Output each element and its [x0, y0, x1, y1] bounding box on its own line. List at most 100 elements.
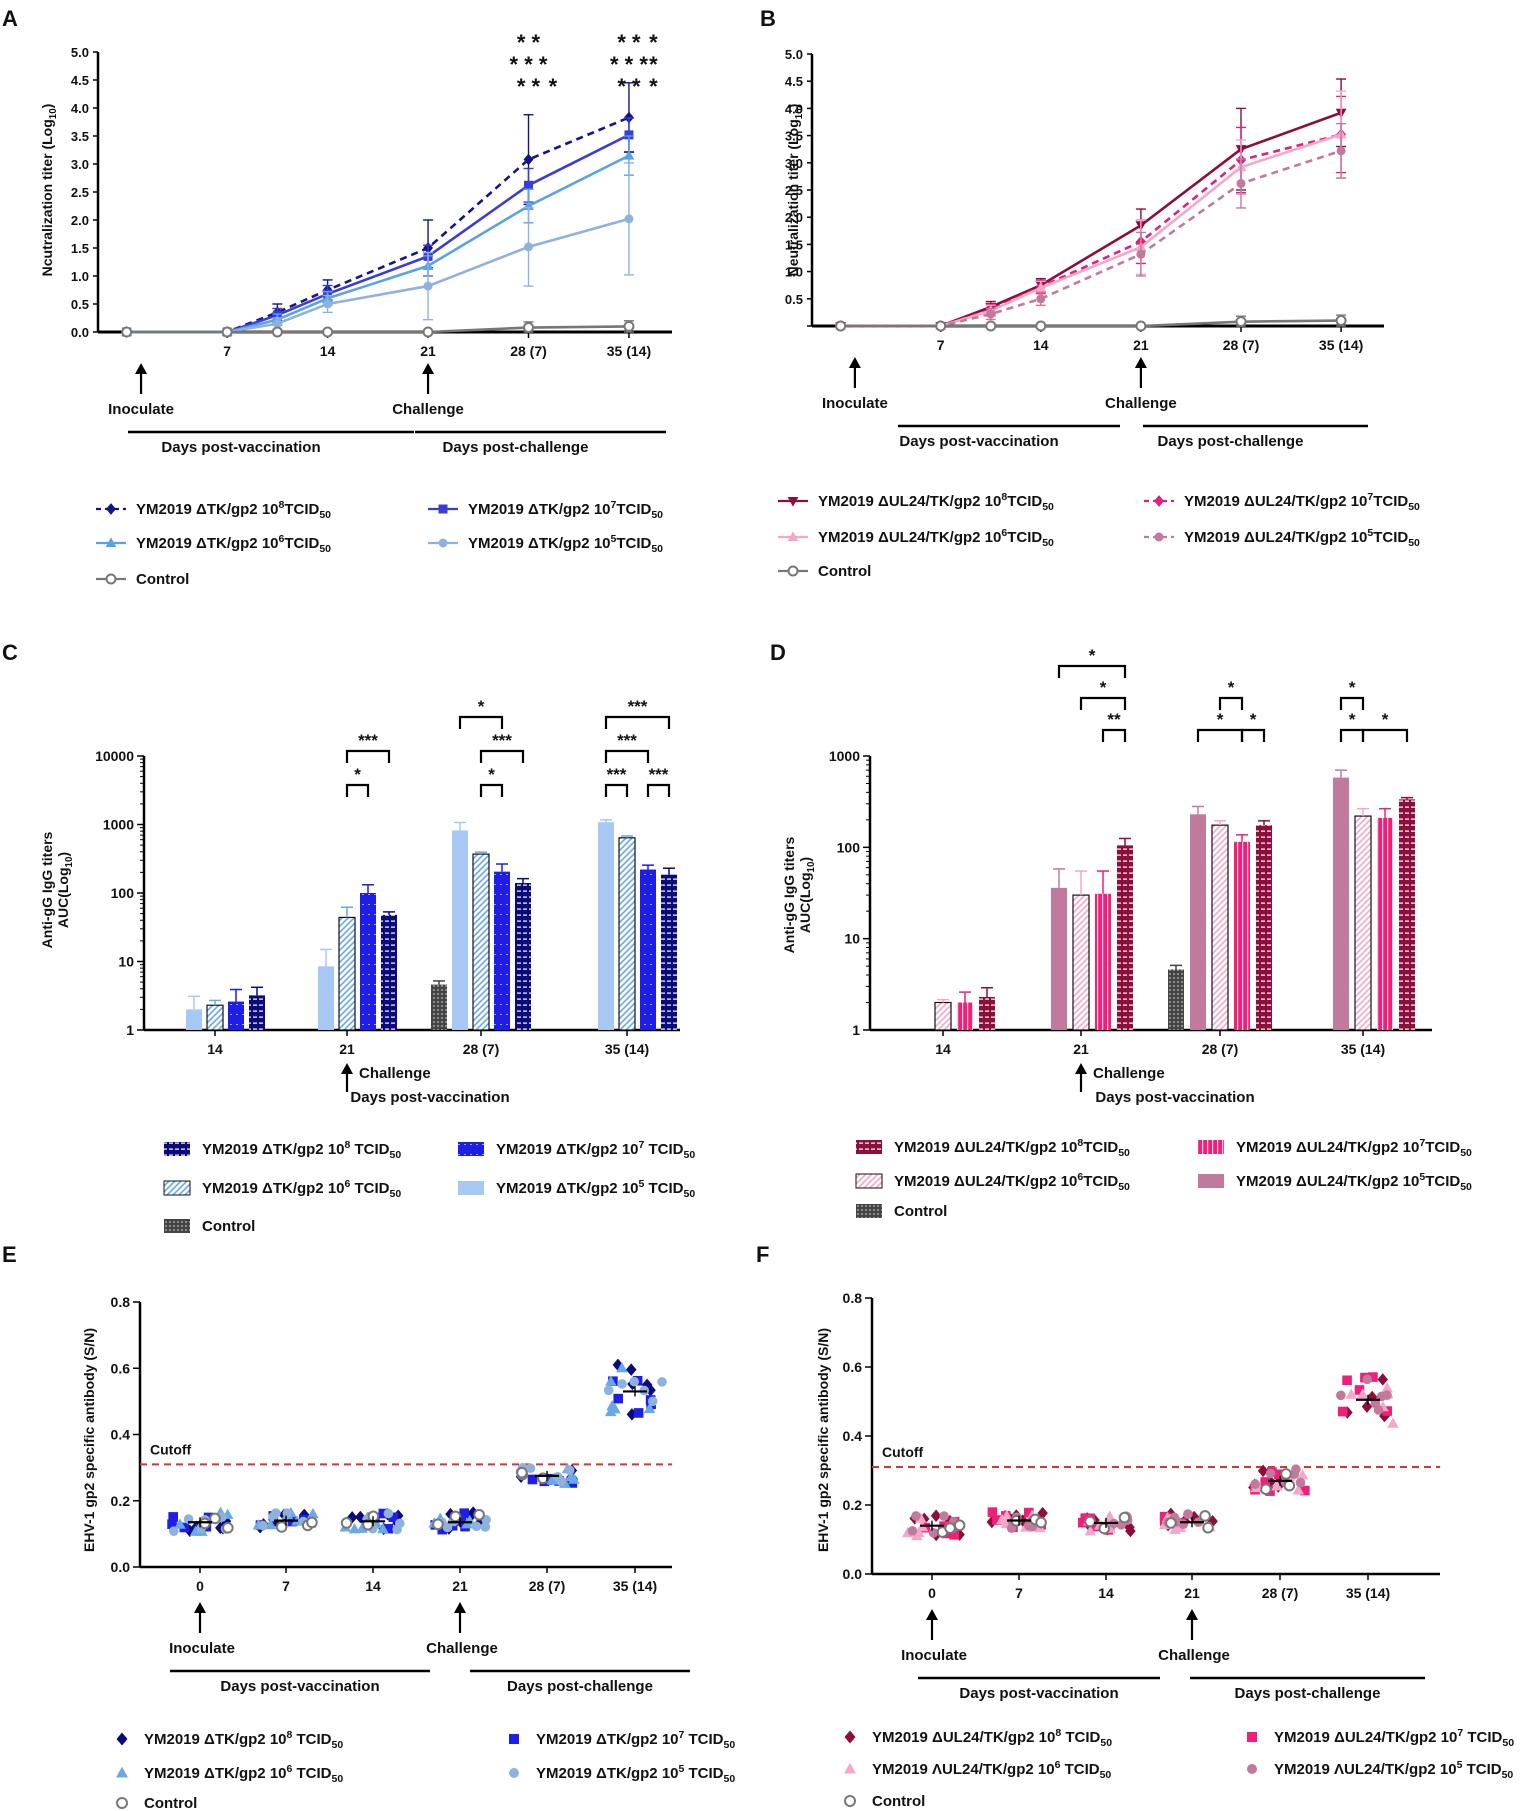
legend-marker: [844, 1795, 856, 1807]
x-tick-label: 21: [1184, 1585, 1200, 1601]
bar: [360, 893, 376, 1030]
x-tick-label: 28 (7): [510, 343, 547, 359]
label-part: TCID: [350, 1180, 389, 1197]
legend-item: YM2019 ΔTK/gp2 107TCID50: [428, 499, 663, 521]
panel-letter: D: [770, 640, 786, 665]
period-label: Days post-challenge: [1158, 433, 1304, 450]
y-tick-label: 2.5: [785, 183, 803, 198]
label-part: YM2019 ΔUL24/TK/gp2 10: [894, 1173, 1077, 1190]
legend-item: YM2019 ΔTK/gp2 107 TCID50: [458, 1139, 695, 1161]
arrow-head: [454, 1602, 466, 1613]
bracket-label: ***: [358, 731, 378, 750]
y-tick-label: 3.5: [71, 129, 89, 144]
bracket-label: *: [1349, 710, 1356, 729]
x-axis-title: Days post-vaccination: [1095, 1089, 1254, 1106]
data-point: [1335, 315, 1347, 327]
panel-letter: F: [756, 1242, 769, 1267]
bar: [1399, 799, 1415, 1030]
legend-label: YM2019 ΔTK/gp2 106 TCID50: [202, 1178, 401, 1200]
data-point: [1295, 1477, 1306, 1488]
label-part: 6: [1001, 527, 1007, 539]
label-part: YM2019 ΔUL24/TK/gp2 10: [1274, 1729, 1457, 1746]
x-tick-label: 21: [1133, 337, 1149, 353]
data-point: [985, 320, 997, 332]
significance-bracket: *: [1218, 678, 1244, 710]
label-part: 10: [64, 856, 75, 867]
data-point: [643, 1402, 656, 1414]
legend-item: Control: [116, 1795, 197, 1811]
y-tick-label: 0.5: [785, 292, 803, 307]
significance-bracket: ***: [604, 731, 650, 763]
bar-series-1e7: [228, 863, 656, 1030]
label-part: TCID: [644, 1180, 683, 1197]
bracket-line: [1361, 728, 1409, 742]
label-part: 5: [639, 1178, 645, 1190]
legend-marker: [844, 1762, 856, 1774]
significance-stars: *: [649, 74, 658, 99]
series-3: [836, 122, 1347, 331]
label-part: TCID: [1425, 1139, 1460, 1156]
significance-stars: * *: [517, 30, 541, 55]
label-part: 50: [1042, 537, 1054, 549]
data-point: [523, 153, 534, 166]
label-part: 8: [287, 1729, 293, 1741]
label-part: 50: [684, 1188, 696, 1200]
legend-label: YM2019 ΔTK/gp2 108 TCID50: [144, 1729, 343, 1751]
x-tick-label: 35 (14): [1341, 1041, 1385, 1057]
data-point: [625, 1363, 637, 1376]
legend-item: YM2019 ΔTK/gp2 108 TCID50: [164, 1139, 401, 1161]
bar: [494, 871, 510, 1030]
legend-item: YM2019 ΔUL24/TK/gp2 107TCID50: [1198, 1137, 1472, 1159]
y-axis-title: Anti-gG IgG titers: [39, 831, 55, 948]
label-part: Neutralization titer (Log: [785, 119, 801, 276]
legend-label: YM2019 ΔUL24/TK/gp2 106TCID50: [894, 1171, 1130, 1193]
label-part: 8: [279, 499, 285, 511]
legend-swatch: [458, 1142, 484, 1156]
legend-label: YM2019 ΔUL24/TK/gp2 105TCID50: [1236, 1171, 1472, 1193]
data-point: [480, 1522, 491, 1532]
legend-label: Control: [144, 1795, 197, 1811]
arrow-head: [422, 363, 435, 374]
legend-label: YM2019 ΔTK/gp2 105TCID50: [468, 533, 663, 555]
legend-item: YM2019 ΔTK/gp2 106TCID50: [96, 533, 331, 555]
series-line: [840, 111, 1342, 328]
label-part: TCID: [684, 1731, 723, 1748]
legend-item: YM2019 ΔTK/gp2 108TCID50: [96, 499, 331, 521]
label-part: 10: [48, 108, 59, 119]
bracket-label: *: [488, 765, 495, 784]
significance-bracket: *: [1240, 710, 1266, 742]
data-point: [911, 1511, 921, 1521]
bar: [381, 914, 397, 1030]
cluster-5: [603, 1358, 667, 1421]
data-point: [348, 1523, 361, 1534]
significance-bracket: ***: [604, 765, 629, 797]
data-point: [1080, 1513, 1091, 1523]
legend-marker: [105, 573, 117, 585]
data-point: [1265, 1468, 1276, 1479]
panel-A: A 0.0 0.5 1.0 1.5 2.0 2.5 3.0 3.5 4.0 4.5 5.0 7 14 21 2…: [2, 6, 672, 588]
bar: [640, 869, 656, 1030]
label-part: 7: [639, 1139, 645, 1151]
x-tick-label: 14: [1033, 337, 1049, 353]
data-point: [1296, 1469, 1309, 1480]
label-part: YM2019 ΔTK/gp2 10: [468, 535, 611, 552]
significance-stars: *: [649, 30, 658, 55]
y-tick-label: 0.2: [843, 1497, 863, 1513]
y-tick-label: 100: [111, 885, 135, 901]
data-point: [524, 180, 533, 190]
data-point: [605, 1375, 617, 1386]
legend-label: YM2019 ΔUL24/TK/gp2 105TCID50: [1184, 527, 1420, 549]
label-part: YM2019 ΔTK/gp2 10: [536, 1731, 679, 1748]
legend-item: Control: [856, 1203, 947, 1220]
bracket-line: [1240, 728, 1266, 742]
y-tick-label: 4.5: [71, 73, 89, 88]
legend-label: Control: [202, 1218, 255, 1235]
bar: [186, 1009, 202, 1030]
arrow-head: [135, 363, 148, 374]
y-tick-label: 1000: [829, 748, 860, 764]
label-part: YM2019 ΔUL24/TK/gp2 10: [1236, 1173, 1419, 1190]
legend-swatch: [163, 1180, 191, 1196]
label-part: 8: [1055, 1727, 1061, 1739]
legend-swatch: [1198, 1174, 1224, 1188]
data-point: [953, 1519, 966, 1532]
